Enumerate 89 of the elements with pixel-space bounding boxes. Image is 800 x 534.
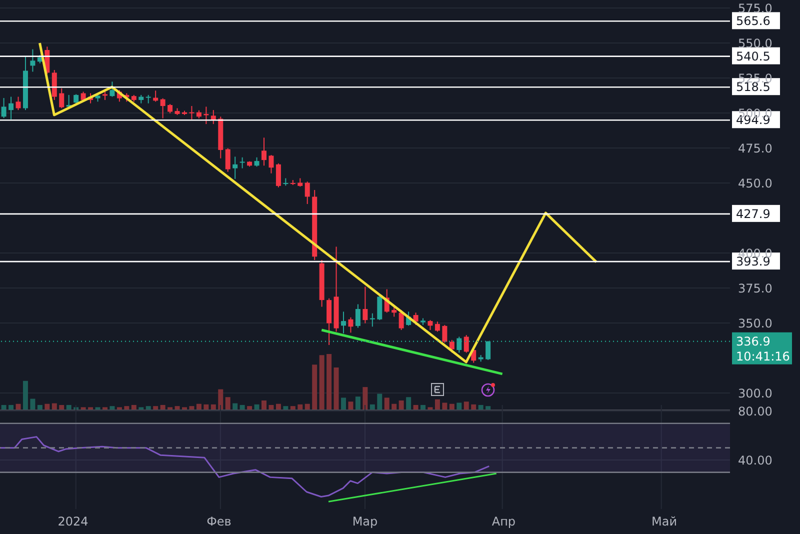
candlestick bbox=[30, 48, 36, 72]
candlestick bbox=[153, 90, 158, 102]
candlestick bbox=[160, 98, 166, 119]
bar bbox=[124, 406, 130, 410]
y-tick-label: 80.00 bbox=[738, 404, 772, 418]
candlestick bbox=[254, 156, 260, 168]
candlestick bbox=[276, 162, 281, 188]
candlestick bbox=[398, 309, 404, 330]
candlestick bbox=[74, 94, 79, 104]
candlestick bbox=[377, 294, 382, 321]
x-tick-label: Апр bbox=[492, 514, 516, 529]
bar bbox=[355, 396, 360, 410]
candlestick bbox=[240, 156, 245, 169]
bar bbox=[52, 403, 57, 410]
bar bbox=[218, 389, 224, 410]
x-tick-label: 2024 bbox=[58, 514, 88, 529]
bar bbox=[398, 400, 404, 410]
candlestick bbox=[392, 306, 397, 318]
y-tick-label: 375.0 bbox=[738, 281, 772, 296]
bar bbox=[283, 406, 288, 410]
x-tick-label: Май bbox=[652, 514, 678, 529]
line-series bbox=[38, 42, 598, 364]
ref-line-label: 336.9 bbox=[736, 334, 770, 348]
candlestick bbox=[362, 286, 368, 324]
bar bbox=[377, 394, 382, 410]
text: 10:41:16 bbox=[736, 349, 790, 364]
candlestick bbox=[268, 154, 274, 174]
bar bbox=[232, 403, 238, 410]
bar bbox=[22, 380, 28, 410]
candlestick bbox=[189, 106, 194, 120]
bar bbox=[30, 398, 36, 410]
candlestick bbox=[168, 104, 173, 114]
candlestick bbox=[348, 316, 354, 334]
bar bbox=[362, 387, 368, 410]
y-tick-label: 475.0 bbox=[738, 141, 772, 156]
ref-line-label: 565.6 bbox=[736, 14, 770, 28]
bar bbox=[442, 402, 448, 410]
candlestick bbox=[1, 98, 6, 119]
candlestick bbox=[370, 312, 375, 328]
bar bbox=[434, 399, 440, 410]
bar bbox=[146, 406, 151, 410]
bar bbox=[290, 406, 296, 410]
candlestick bbox=[262, 137, 266, 166]
y-tick-label: 550.0 bbox=[738, 36, 772, 50]
candlestick bbox=[486, 340, 491, 360]
bar bbox=[456, 402, 462, 410]
x-tick-label: Фев bbox=[206, 514, 232, 529]
bar bbox=[464, 402, 469, 410]
candlestick bbox=[456, 336, 462, 354]
line-series bbox=[0, 436, 490, 498]
x-tick-label: Мар bbox=[352, 514, 378, 529]
candlestick bbox=[225, 148, 230, 172]
bar bbox=[312, 364, 318, 410]
bar bbox=[319, 355, 324, 410]
bar bbox=[334, 367, 339, 410]
bar bbox=[174, 406, 180, 410]
candlestick bbox=[210, 110, 216, 125]
y-tick-label: 350.0 bbox=[738, 316, 772, 330]
candlestick bbox=[464, 334, 469, 354]
bar bbox=[486, 406, 491, 410]
bar bbox=[110, 406, 115, 410]
candlestick bbox=[428, 320, 433, 330]
bar bbox=[247, 406, 252, 410]
bar bbox=[189, 406, 194, 410]
candlestick bbox=[442, 324, 448, 344]
candlestick bbox=[434, 321, 440, 332]
candlestick bbox=[110, 81, 115, 98]
bar bbox=[326, 354, 332, 410]
candlestick bbox=[341, 311, 346, 334]
candlestick bbox=[8, 96, 14, 120]
y-tick-label: 40.00 bbox=[738, 453, 772, 468]
bar bbox=[225, 397, 230, 410]
candlestick bbox=[413, 312, 418, 326]
bar bbox=[348, 402, 354, 410]
candlestick bbox=[16, 96, 21, 111]
candlestick bbox=[59, 88, 64, 109]
bar bbox=[341, 398, 346, 410]
candlestick bbox=[304, 181, 310, 204]
bar bbox=[406, 397, 412, 410]
bar bbox=[262, 400, 266, 410]
ref-line-label: 427.9 bbox=[736, 206, 770, 221]
bar bbox=[384, 398, 390, 410]
y-tick-label: 450.0 bbox=[738, 176, 772, 190]
ref-line-label: 540.5 bbox=[736, 49, 770, 64]
candlestick bbox=[232, 156, 238, 180]
candlestick bbox=[355, 304, 360, 328]
candlestick bbox=[326, 298, 332, 346]
bar bbox=[153, 406, 158, 410]
y-tick-label: 300.0 bbox=[738, 386, 772, 400]
